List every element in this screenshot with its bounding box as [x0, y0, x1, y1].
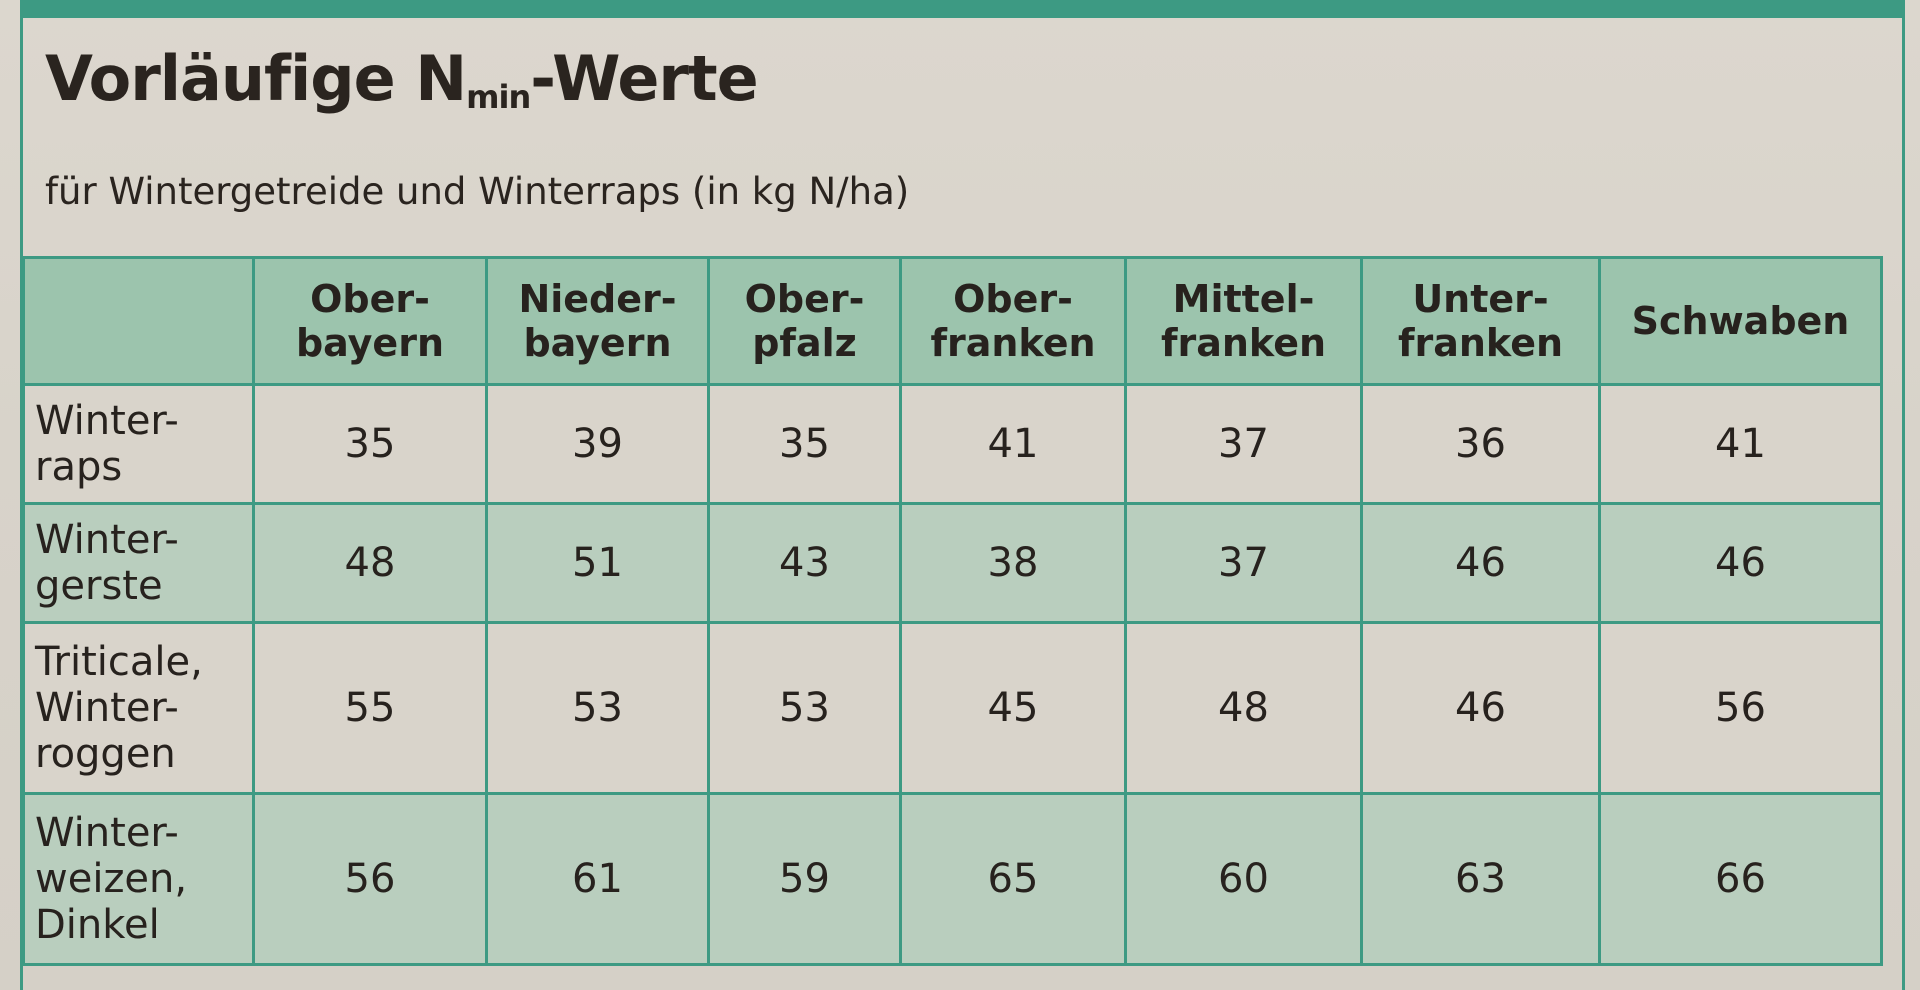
column-header-line: Ober-	[310, 277, 430, 321]
page-subtitle: für Wintergetreide und Winterraps (in kg…	[45, 170, 910, 213]
table-cell: 60	[1124, 791, 1363, 967]
table-row-triticale-winterroggen: Triticale, Winter-roggen 55 53 53 45 48 4…	[22, 620, 1883, 795]
table-cell: 36	[1360, 383, 1601, 505]
column-header-niederbayern: Nieder-bayern	[485, 256, 710, 386]
row-label-line: raps	[35, 443, 123, 490]
row-label-line: Winter-	[35, 397, 179, 444]
column-header-line: bayern	[523, 321, 672, 365]
table-cell: 35	[707, 383, 902, 505]
table-row-winterweizen-dinkel: Winter-weizen, Dinkel 56 61 59 65 60 63 6…	[22, 791, 1883, 967]
column-header-line: Ober-	[744, 277, 865, 321]
table-cell: 46	[1360, 501, 1601, 624]
row-label: Winter-weizen, Dinkel	[22, 791, 255, 967]
page-title: Vorläufige Nmin-Werte	[45, 42, 759, 116]
nmin-table: Ober-bayern Nieder-bayern Ober-pfalz Obe…	[22, 256, 1883, 967]
column-header-line: franken	[930, 321, 1096, 365]
column-header-line: franken	[1397, 321, 1564, 365]
column-header-mittelfranken: Mittel-franken	[1124, 256, 1363, 386]
table-cell: 66	[1598, 791, 1883, 967]
column-header-line: Unter-	[1412, 277, 1549, 321]
table-cell: 61	[485, 791, 710, 967]
table-cell: 53	[707, 620, 902, 795]
table-cell: 43	[707, 501, 902, 624]
column-header-line: franken	[1160, 321, 1327, 365]
row-label-line: weizen,	[35, 855, 188, 902]
table-cell: 53	[485, 620, 710, 795]
table-frame	[20, 0, 1905, 990]
table-cell: 63	[1360, 791, 1601, 967]
column-header-line: Nieder-	[518, 277, 677, 321]
table-cell: 48	[1124, 620, 1363, 795]
table-cell: 59	[707, 791, 902, 967]
row-label-line: Dinkel	[35, 901, 160, 948]
row-label-line: Triticale,	[35, 638, 203, 685]
table-cell: 37	[1124, 383, 1363, 505]
table-row-winterraps: Winter-raps 35 39 35 41 37 36 41	[22, 383, 1883, 505]
title-main: Vorläufige N	[45, 42, 467, 115]
table-row-wintergerste: Winter-gerste 48 51 43 38 37 46 46	[22, 501, 1883, 624]
column-header-line: Schwaben	[1631, 299, 1850, 343]
table-cell: 39	[485, 383, 710, 505]
column-header-line: bayern	[295, 321, 444, 365]
table-cell: 56	[1598, 620, 1883, 795]
table-cell: 45	[899, 620, 1127, 795]
table-cell: 38	[899, 501, 1127, 624]
column-header-oberpfalz: Ober-pfalz	[707, 256, 902, 386]
row-label: Triticale, Winter-roggen	[22, 620, 255, 795]
row-label-line: Winter-	[35, 516, 179, 563]
title-subscript: min	[466, 78, 531, 116]
header-corner-cell	[22, 256, 255, 386]
row-label-line: Winter-	[35, 809, 179, 856]
table-cell: 56	[252, 791, 488, 967]
table-cell: 41	[899, 383, 1127, 505]
table-cell: 37	[1124, 501, 1363, 624]
column-header-unterfranken: Unter-franken	[1360, 256, 1601, 386]
row-label: Winter-raps	[22, 383, 255, 505]
table-cell: 35	[252, 383, 488, 505]
table-cell: 48	[252, 501, 488, 624]
row-label: Winter-gerste	[22, 501, 255, 624]
table-cell: 55	[252, 620, 488, 795]
table-cell: 51	[485, 501, 710, 624]
table-cell: 46	[1360, 620, 1601, 795]
row-label-line: gerste	[35, 562, 163, 609]
column-header-line: Mittel-	[1172, 277, 1315, 321]
column-header-oberfranken: Ober-franken	[899, 256, 1127, 386]
title-suffix: -Werte	[530, 42, 758, 115]
table-cell: 41	[1598, 383, 1883, 505]
column-header-schwaben: Schwaben	[1598, 256, 1883, 386]
column-header-line: Ober-	[953, 277, 1073, 321]
row-label-line: Winter-	[35, 684, 179, 731]
table-cell: 46	[1598, 501, 1883, 624]
column-header-line: pfalz	[752, 321, 857, 365]
table-cell: 65	[899, 791, 1127, 967]
row-label-line: roggen	[35, 730, 176, 777]
column-header-oberbayern: Ober-bayern	[252, 256, 488, 386]
header-row: Ober-bayern Nieder-bayern Ober-pfalz Obe…	[22, 256, 1883, 386]
